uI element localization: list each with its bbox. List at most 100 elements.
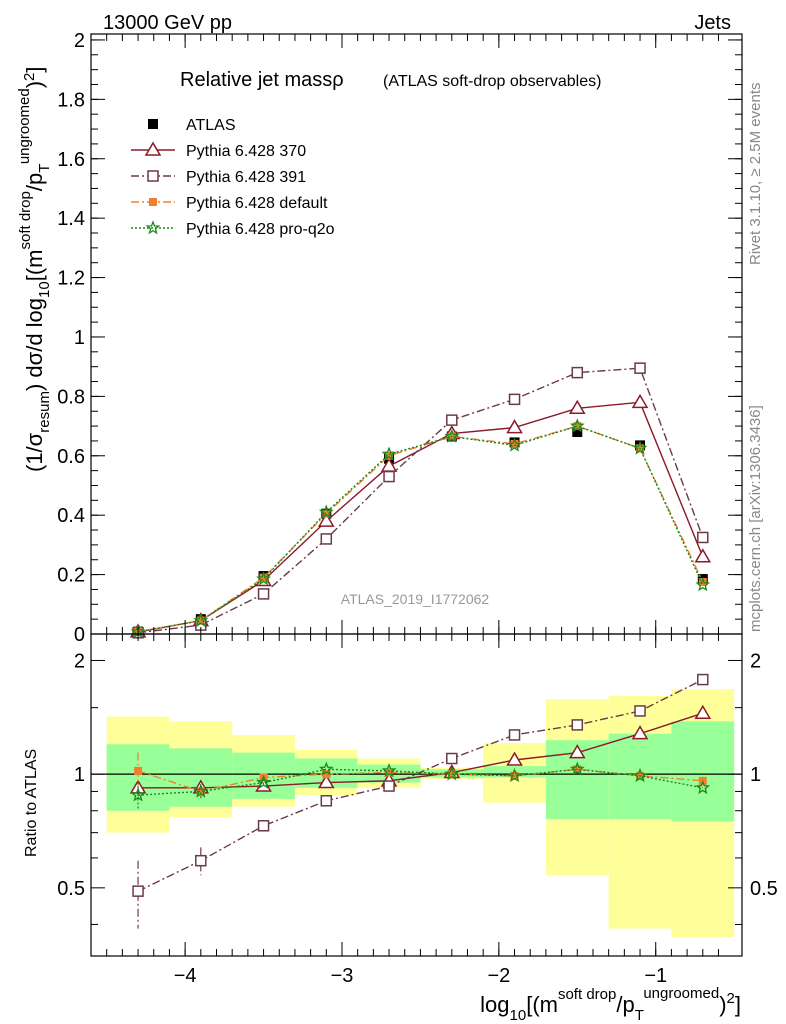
ratio-axis-label: Ratio to ATLAS: [23, 749, 40, 857]
x-tick-label: −1: [644, 965, 667, 987]
ratio-marker: [447, 770, 456, 779]
ratio-marker: [195, 854, 207, 867]
ratio-marker: [317, 774, 335, 789]
series-marker: [697, 531, 709, 544]
ratio-frame: [90, 633, 743, 957]
legend-label: Pythia 6.428 391: [186, 169, 306, 186]
series-marker: [383, 470, 395, 483]
series-marker: [571, 366, 584, 379]
series-marker: [698, 578, 707, 587]
ratio-marker: [697, 673, 709, 686]
mcplots-label: mcplots.cern.ch [arXiv:1306.3436]: [747, 405, 764, 632]
ratio-marker: [320, 795, 333, 807]
ratio-marker: [694, 704, 712, 719]
y-tick-label: 1.4: [57, 208, 85, 230]
ratio-marker: [132, 885, 144, 897]
chart-subtitle: (ATLAS soft-drop observables): [383, 73, 601, 90]
series-marker: [196, 616, 205, 625]
ratio-tick-label-right: 2: [750, 650, 761, 672]
ratio-series-line: [138, 712, 704, 789]
legend-label: Pythia 6.428 370: [186, 143, 306, 160]
ratio-marker: [634, 705, 646, 717]
series-marker: [318, 504, 334, 519]
series-marker: [381, 446, 397, 461]
ratio-series-line: [138, 768, 703, 796]
legend: ATLAS Pythia 6.428 370 Pythia 6.428 391 Pyt…: [131, 117, 335, 238]
legend-label: Pythia 6.428 default: [186, 195, 328, 212]
ratio-tick-label-right: 1: [750, 764, 761, 786]
legend-label: Pythia 6.428 pro-q2o: [186, 221, 335, 238]
series-marker: [322, 509, 331, 518]
y-tick-label: 0.4: [57, 505, 85, 527]
series-marker: [446, 414, 458, 426]
ratio-marker: [130, 787, 146, 802]
series-marker: [385, 451, 394, 460]
series-line: [137, 425, 704, 633]
ratio-marker: [568, 744, 586, 759]
ratio-marker: [508, 729, 521, 741]
ratio-tick-label-right: 0.5: [750, 878, 778, 900]
beam-energy-label: 13000 GeV pp: [103, 12, 232, 34]
legend-label-atlas: ATLAS: [186, 117, 236, 134]
legend-marker-atlas: [148, 119, 158, 129]
series-marker: [631, 393, 649, 409]
ratio-tick-label: 0.5: [57, 878, 85, 900]
legend-marker: [144, 141, 162, 156]
ratio-marker: [383, 780, 395, 792]
y-tick-label: 0.2: [57, 565, 85, 587]
series-marker: [632, 440, 648, 455]
series-line: [138, 367, 704, 634]
legend-marker: [149, 198, 157, 206]
data-point: [572, 427, 583, 438]
y-tick-label: 0.6: [57, 446, 85, 468]
y-tick-label: 1.2: [57, 268, 85, 290]
series-marker: [193, 612, 209, 627]
x-tick-label: −4: [174, 965, 197, 987]
x-tick-label: −3: [331, 965, 354, 987]
y-axis-label: (1/σresum) dσ/d log10[(msoft drop/pTungr…: [16, 66, 53, 472]
legend-marker: [145, 220, 161, 235]
series-marker: [695, 577, 711, 592]
series-marker: [634, 362, 646, 374]
y-tick-label: 2: [74, 30, 85, 52]
series-marker: [317, 512, 335, 527]
x-tick-label: −2: [487, 965, 510, 987]
ratio-panel: [91, 673, 742, 938]
series-marker: [507, 437, 522, 452]
ratio-tick-label: 2: [74, 650, 85, 672]
series-marker: [257, 588, 270, 600]
series-marker: [320, 533, 333, 545]
series-marker: [573, 422, 582, 431]
series-marker: [569, 418, 585, 433]
series-marker: [256, 571, 271, 586]
ratio-marker: [444, 766, 460, 781]
ratio-marker: [510, 771, 519, 780]
ratio-marker: [318, 761, 334, 776]
ratio-marker: [134, 766, 143, 775]
y-tick-label: 1.6: [57, 149, 85, 171]
rivet-label: Rivet 3.1.10, ≥ 2.5M events: [747, 83, 764, 266]
series-marker: [568, 399, 586, 415]
x-axis-label: log10[(msoft drop/pTungroomed)2]: [480, 985, 741, 1024]
analysis-watermark: ATLAS_2019_I1772062: [341, 591, 490, 607]
ratio-marker: [256, 774, 272, 789]
series-marker: [508, 393, 521, 406]
series-marker: [444, 428, 460, 443]
legend-marker: [147, 170, 159, 182]
y-tick-label: 0: [74, 624, 85, 646]
ratio-band-inner: [671, 721, 735, 822]
series-marker: [694, 548, 712, 563]
ratio-marker: [569, 761, 585, 776]
ratio-marker: [446, 752, 458, 765]
y-tick-label: 1: [74, 327, 85, 349]
series-marker: [259, 573, 268, 582]
y-tick-label: 1.8: [57, 89, 85, 111]
ratio-marker: [381, 763, 397, 778]
ratio-marker: [632, 768, 648, 783]
ratio-marker: [322, 770, 331, 779]
chart-title: Relative jet massρ: [180, 69, 344, 91]
ratio-tick-label: 1: [74, 764, 85, 786]
process-label: Jets: [694, 12, 731, 34]
ratio-marker: [385, 768, 394, 777]
